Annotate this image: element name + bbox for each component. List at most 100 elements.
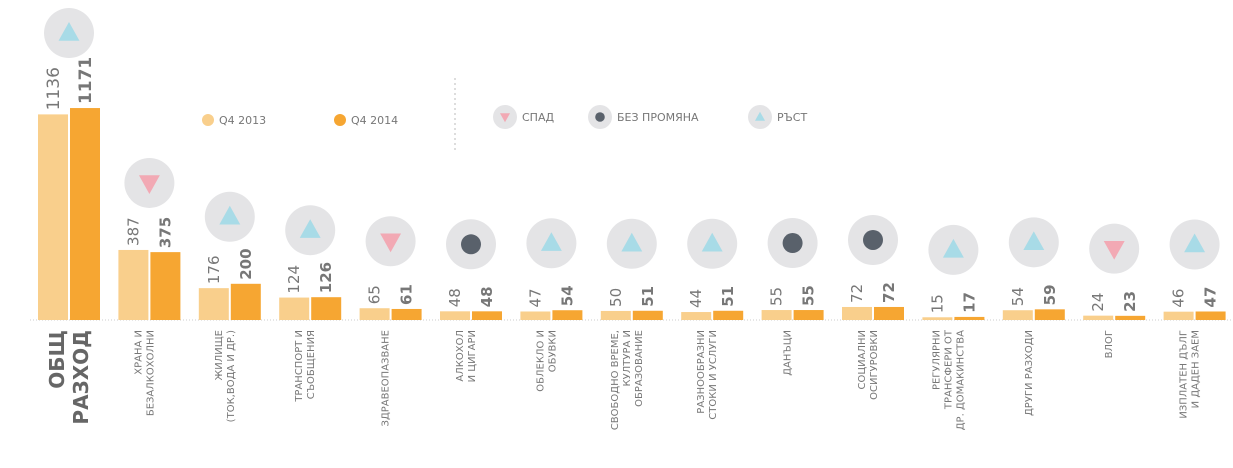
x-tick-label: ВЛОГ [1104, 330, 1115, 358]
value-label: 55 [800, 285, 818, 306]
bar [440, 311, 470, 320]
x-tick-label: ТРАНСПОРТ ИСЪОБЩЕНИЯ [294, 330, 317, 403]
trend-up [942, 238, 964, 258]
x-tick-label: ЖИЛИЩЕ(ТОК,ВОДА И ДР.) [214, 330, 237, 422]
x-tick-label: РАЗНООБРАЗНИСТОКИ И УСЛУГИ [696, 330, 719, 420]
value-label: 54 [1009, 287, 1027, 306]
trend-up [58, 22, 80, 41]
value-label: 1171 [76, 57, 96, 104]
value-label: 48 [446, 288, 464, 307]
value-label: 176 [205, 256, 223, 285]
x-tick-label: РЕГУЛЯРНИТРАНСФЕРИ ОТДР. ДОМАКИНСТВА [931, 329, 966, 430]
trend-up [621, 232, 643, 252]
x-tick-label: ИЗПЛАТЕН ДЪЛГИ ДАДЕН ЗАЕМ [1179, 330, 1202, 419]
legend-label: Q4 2013 [219, 114, 266, 127]
value-label: 1136 [44, 67, 64, 110]
value-label: 51 [719, 286, 737, 307]
legend-swatch [334, 114, 346, 126]
x-tick-label: ОБЩРАЗХОД [45, 330, 93, 425]
bar [842, 306, 872, 320]
bar [793, 310, 824, 320]
value-label: 375 [156, 217, 174, 248]
bar [874, 306, 904, 320]
trend-same [595, 112, 605, 122]
value-label: 55 [768, 287, 786, 306]
value-label: 15 [928, 294, 946, 313]
value-label: 46 [1170, 289, 1188, 308]
value-label: 23 [1121, 291, 1139, 312]
bar [520, 311, 551, 320]
value-label: 17 [960, 292, 978, 313]
trend-down [138, 175, 160, 194]
bar [954, 316, 985, 320]
trend-up [701, 232, 723, 252]
bar [230, 283, 261, 320]
legend-swatch [202, 114, 214, 126]
bar [713, 310, 744, 320]
value-label: 72 [880, 282, 898, 303]
bar [118, 249, 149, 320]
bar [552, 310, 583, 320]
bar [1083, 315, 1114, 320]
bar [359, 308, 390, 320]
value-label: 54 [558, 285, 576, 306]
value-label: 61 [398, 284, 416, 305]
trend-up [219, 205, 241, 225]
value-label: 44 [687, 289, 705, 308]
bar [761, 310, 792, 320]
value-label: 124 [285, 265, 303, 294]
x-tick-label: ЗДРАВЕОПАЗВАНЕ [381, 330, 392, 426]
trend-legend-label: РЪСТ [777, 111, 807, 124]
value-label: 387 [124, 217, 142, 246]
bar [311, 297, 342, 320]
trend-down [1103, 240, 1125, 260]
value-label: 126 [317, 262, 335, 293]
value-label: 47 [1202, 287, 1220, 308]
value-label: 59 [1041, 284, 1059, 305]
trend-same [461, 234, 481, 255]
x-tick-label: ДАНЪЦИ [783, 330, 794, 376]
bar [681, 312, 712, 320]
value-label: 50 [607, 288, 625, 307]
trend-same [863, 229, 883, 250]
x-tick-label: ХРАНА ИБЕЗАЛКОХОЛНИ [133, 330, 156, 416]
trend-legend-label: СПАД [522, 111, 554, 124]
x-tick-label: ОБЛЕКЛО ИОБУВКИ [535, 330, 558, 392]
bar [1115, 315, 1146, 320]
bar [600, 310, 631, 320]
trend-up [299, 219, 321, 238]
bar [1002, 310, 1033, 320]
bar [1163, 311, 1194, 320]
value-label: 51 [639, 286, 657, 307]
bar [279, 297, 310, 320]
bar [38, 114, 68, 320]
value-label: 48 [478, 286, 496, 307]
bar [1195, 311, 1226, 320]
bar [472, 311, 502, 320]
trend-up [754, 111, 766, 121]
trend-down [380, 233, 402, 253]
value-label: 47 [526, 288, 544, 307]
value-label: 200 [237, 248, 255, 279]
trend-legend-label: БЕЗ ПРОМЯНА [617, 111, 699, 124]
bar [70, 108, 100, 320]
trend-up [540, 232, 562, 251]
value-label: 24 [1089, 293, 1107, 312]
trend-same [782, 233, 803, 254]
bar [922, 317, 953, 320]
x-tick-label: СВОБОДНО ВРЕМЕ,КУЛТУРА ИОБРАЗОВАНИЕ [610, 330, 645, 430]
trend-down [499, 113, 511, 123]
bar [632, 310, 663, 320]
legend-label: Q4 2014 [351, 114, 398, 127]
bar [198, 288, 229, 320]
trend-up [1184, 233, 1206, 253]
x-tick-label: ДРУГИ РАЗХОДИ [1024, 330, 1035, 416]
x-tick-label: АЛКОХОЛИ ЦИГАРИ [455, 330, 478, 382]
x-tick-label: СОЦИАЛНИОСИГУРОВКИ [857, 330, 880, 400]
value-label: 72 [848, 284, 866, 303]
trend-up [1023, 231, 1045, 251]
bar [150, 252, 181, 320]
value-label: 65 [366, 285, 384, 304]
bar [391, 308, 422, 320]
